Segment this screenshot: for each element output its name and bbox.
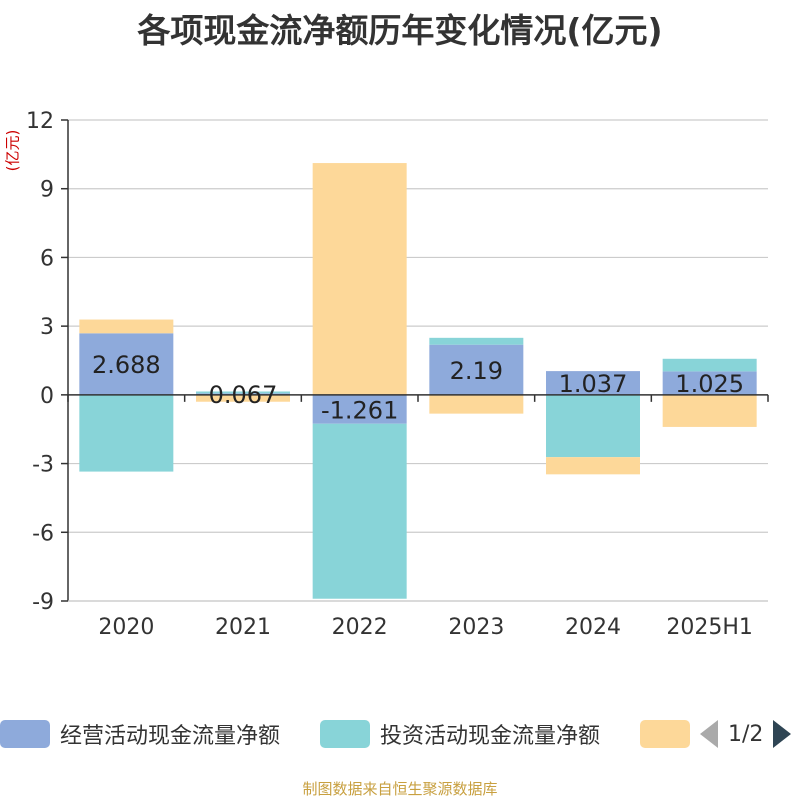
bar-investing-2021[interactable] — [196, 391, 290, 394]
y-tick-label: 3 — [40, 315, 54, 340]
y-tick-label: 6 — [40, 246, 54, 271]
legend-item-operating[interactable]: 经营活动现金流量净额 — [0, 716, 280, 752]
legend-swatch-third — [640, 720, 690, 748]
y-tick-label: -3 — [32, 453, 54, 478]
bar-investing-2020[interactable] — [79, 394, 174, 472]
legend-page-indicator: 1/2 — [728, 721, 764, 747]
legend-swatch-investing — [320, 720, 370, 748]
bar-investing-2023[interactable] — [429, 337, 524, 345]
data-label-operating-2022: -1.261 — [321, 396, 398, 424]
data-label-operating-2024: 1.037 — [559, 370, 628, 398]
x-category-label: 2022 — [332, 615, 388, 640]
bar-investing-2024[interactable] — [546, 394, 640, 458]
bar-operating-2022[interactable] — [312, 394, 407, 424]
x-category-label: 2020 — [98, 615, 154, 640]
data-label-layer: 2.688 0.067 -1.261 2.19 1.037 1.025 — [92, 351, 744, 424]
bar-operating-2021[interactable] — [196, 393, 290, 395]
legend-prev-page-icon[interactable] — [700, 720, 718, 748]
y-tick-label: -9 — [32, 590, 54, 615]
data-label-operating-2025H1: 1.025 — [675, 370, 744, 398]
legend-label-operating: 经营活动现金流量净额 — [60, 724, 281, 749]
data-label-operating-2023: 2.19 — [450, 357, 503, 385]
bar-third-2023[interactable] — [429, 394, 524, 414]
legend-next-page-icon[interactable] — [773, 720, 792, 748]
y-tick-label: -6 — [32, 521, 54, 546]
y-tick-label: 9 — [40, 178, 54, 203]
y-tick-label: 0 — [40, 384, 54, 409]
legend-item-third[interactable] — [640, 716, 700, 752]
bar-operating-2020[interactable] — [79, 333, 174, 395]
legend: 经营活动现金流量净额 投资活动现金流量净额 1/2 — [0, 716, 800, 756]
legend-label-investing: 投资活动现金流量净额 — [380, 724, 601, 749]
legend-swatch-operating — [0, 720, 50, 748]
legend-item-investing[interactable]: 投资活动现金流量净额 — [320, 716, 600, 752]
bar-third-2020[interactable] — [79, 319, 174, 334]
data-source-note: 制图数据来自恒生聚源数据库 — [302, 780, 498, 798]
bar-investing-2022[interactable] — [312, 423, 407, 599]
bar-investing-2025H1[interactable] — [662, 358, 757, 372]
legend-pager: 1/2 — [700, 716, 792, 752]
axis-layer: -9 -6 -3 0 3 6 9 12 2020 2021 2022 2023 2024 2025H1 — [26, 109, 769, 640]
x-category-label: 2023 — [448, 615, 504, 640]
bar-operating-2025H1[interactable] — [662, 371, 757, 395]
data-label-operating-2020: 2.688 — [92, 351, 161, 379]
bar-operating-2024[interactable] — [546, 371, 640, 395]
bar-third-2021[interactable] — [196, 394, 290, 402]
y-tick-label: 12 — [26, 109, 54, 134]
x-category-label: 2021 — [215, 615, 271, 640]
bar-third-2022[interactable] — [312, 163, 407, 395]
x-category-label: 2025H1 — [666, 615, 753, 640]
bar-layer — [79, 163, 757, 599]
chart-title: 各项现金流净额历年变化情况(亿元) — [137, 11, 663, 50]
bar-third-2025H1[interactable] — [662, 394, 757, 427]
data-label-operating-2021: 0.067 — [209, 381, 278, 409]
bar-operating-2023[interactable] — [429, 344, 524, 395]
bar-third-2024[interactable] — [546, 457, 640, 475]
x-category-label: 2024 — [565, 615, 621, 640]
